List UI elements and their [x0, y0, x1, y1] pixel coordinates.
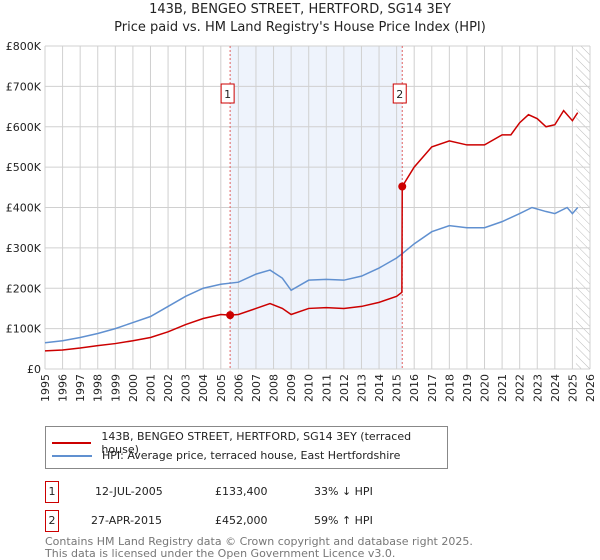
x-tick-label: 2011	[320, 374, 333, 402]
legend: 143B, BENGEO STREET, HERTFORD, SG14 3EY …	[45, 426, 448, 469]
hpi-line	[44, 206, 579, 344]
y-tick-label: £600K	[6, 121, 42, 134]
legend-swatch-hpi	[52, 454, 92, 457]
x-tick-label: 2026	[584, 374, 597, 402]
x-tick-label: 2022	[514, 374, 527, 402]
legend-swatch-property	[52, 442, 92, 444]
x-tick-label: 2014	[373, 374, 386, 402]
chart-title: 143B, BENGEO STREET, HERTFORD, SG14 3EY	[149, 2, 451, 17]
sale-label-box	[392, 83, 407, 104]
y-tick-label: £300K	[6, 242, 42, 255]
sale-label-text: 1	[224, 88, 231, 101]
sale-price: £452,000	[215, 514, 268, 527]
sale-price: £133,400	[215, 485, 268, 498]
x-tick-label: 2016	[408, 374, 421, 402]
sale-row: 1 12-JUL-2005 £133,400 33% ↓ HPI	[45, 481, 445, 503]
x-tick-label: 2025	[566, 374, 579, 402]
x-tick-label: 2023	[531, 374, 544, 402]
x-tick-label: 2024	[549, 374, 562, 402]
property-price-line	[44, 109, 579, 352]
x-tick-label: 2018	[443, 374, 456, 402]
x-tick-label: 2002	[162, 374, 175, 402]
x-tick-label: 1998	[92, 374, 105, 402]
sale-hpi-delta: 33% ↓ HPI	[314, 485, 373, 498]
sale-point	[398, 182, 407, 191]
x-tick-label: 2019	[461, 374, 474, 402]
x-tick-label: 1999	[109, 374, 122, 402]
x-tick-label: 2009	[285, 374, 298, 402]
y-tick-label: £700K	[6, 80, 42, 93]
sale-label-box	[220, 83, 235, 104]
x-tick-label: 2021	[496, 374, 509, 402]
sale-marker-badge: 2	[45, 510, 59, 532]
footer-copyright: Contains HM Land Registry data © Crown c…	[45, 535, 473, 548]
sale-marker-badge: 1	[45, 481, 59, 503]
sale-label-text: 2	[396, 88, 403, 101]
y-tick-label: £100K	[6, 323, 42, 336]
sale-row: 2 27-APR-2015 £452,000 59% ↑ HPI	[45, 510, 445, 532]
x-tick-label: 2007	[250, 374, 263, 402]
sale-hpi-delta: 59% ↑ HPI	[314, 514, 373, 527]
y-tick-label: £800K	[6, 40, 42, 53]
footer-license: This data is licensed under the Open Gov…	[45, 547, 396, 560]
sale-date: 27-APR-2015	[91, 514, 163, 527]
x-tick-label: 2013	[355, 374, 368, 402]
x-tick-label: 2015	[391, 374, 404, 402]
x-tick-label: 2000	[127, 374, 140, 402]
x-tick-label: 2020	[479, 374, 492, 402]
x-tick-label: 2004	[197, 374, 210, 402]
x-tick-label: 2012	[338, 374, 351, 402]
chart-subtitle: Price paid vs. HM Land Registry's House …	[114, 20, 486, 35]
sale-date: 12-JUL-2005	[95, 485, 163, 498]
price-chart: 1995 1996 1997 1998 1999 2000 2001 2002 2003 2004…	[6, 40, 597, 402]
x-tick-label: 1996	[57, 374, 70, 402]
x-tick-label: 2005	[215, 374, 228, 402]
x-tick-label: 2010	[303, 374, 316, 402]
x-tick-label: 2017	[426, 374, 439, 402]
y-tick-label: £500K	[6, 161, 42, 174]
x-tick-label: 2001	[144, 374, 157, 402]
x-tick-label: 2003	[180, 374, 193, 402]
y-tick-label: £400K	[6, 202, 42, 215]
y-tick-label: £200K	[6, 282, 42, 295]
sale-point	[226, 311, 235, 320]
x-tick-label: 1995	[39, 374, 52, 402]
x-tick-label: 2006	[232, 374, 245, 402]
x-tick-label: 2008	[268, 374, 281, 402]
legend-label-property: 143B, BENGEO STREET, HERTFORD, SG14 3EY …	[101, 430, 412, 456]
y-tick-label: £0	[27, 363, 41, 376]
x-tick-label: 1997	[74, 374, 87, 402]
legend-label-hpi: HPI: Average price, terraced house, East…	[102, 449, 401, 462]
